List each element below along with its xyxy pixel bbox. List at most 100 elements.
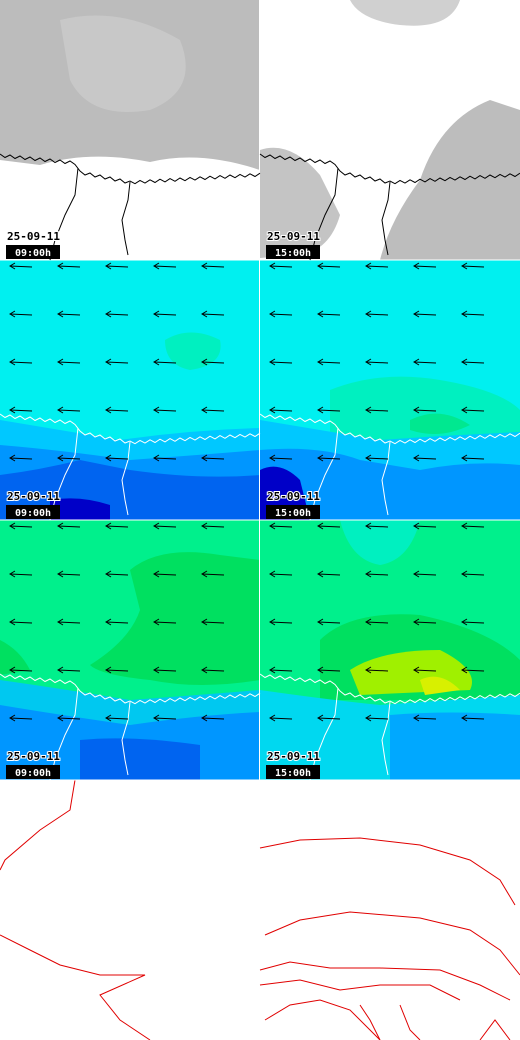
panel-wind-1500 bbox=[260, 260, 520, 520]
wind-arrow-head bbox=[57, 454, 64, 462]
river bbox=[381, 441, 391, 516]
panel-time: 09:00h bbox=[15, 768, 51, 779]
wind-arrow bbox=[317, 457, 341, 460]
wind-zone bbox=[410, 413, 470, 434]
wind-zone bbox=[90, 552, 260, 685]
contour-line bbox=[259, 979, 461, 1001]
wind-arrow bbox=[153, 265, 177, 268]
wind-arrow bbox=[365, 621, 389, 624]
panel-time: 15:00h bbox=[275, 768, 311, 779]
wind-arrow bbox=[105, 313, 129, 316]
wind-arrow bbox=[413, 265, 437, 268]
wind-arrow bbox=[9, 361, 33, 364]
coastline bbox=[0, 673, 261, 705]
wind-zone bbox=[390, 712, 520, 780]
wind-arrow bbox=[9, 409, 33, 412]
wind-arrow-head bbox=[201, 406, 208, 414]
panel-cloud-0900 bbox=[0, 0, 260, 260]
wind-arrow bbox=[269, 573, 293, 576]
wind-arrow bbox=[317, 361, 341, 364]
wind-arrow bbox=[317, 313, 341, 316]
wind-zone bbox=[80, 738, 200, 780]
river bbox=[121, 181, 131, 256]
wind-arrow bbox=[461, 313, 485, 316]
panel-time: 09:00h bbox=[15, 248, 51, 259]
wind-arrow bbox=[105, 361, 129, 364]
wind-zone bbox=[260, 448, 520, 520]
wind-arrow-head bbox=[57, 618, 64, 626]
wind-arrow bbox=[365, 361, 389, 364]
wind-arrow-head bbox=[153, 666, 160, 674]
wind-arrow bbox=[105, 669, 129, 672]
wind-arrow bbox=[57, 669, 81, 672]
wind-arrow bbox=[269, 313, 293, 316]
coastline bbox=[0, 153, 261, 185]
wind-arrow-head bbox=[201, 522, 208, 530]
wind-arrow bbox=[105, 457, 129, 460]
wind-arrow-head bbox=[461, 358, 468, 366]
wind-arrow-head bbox=[57, 714, 64, 722]
wind-arrow-head bbox=[57, 666, 64, 674]
wind-arrow bbox=[317, 409, 341, 412]
wind-arrow bbox=[201, 313, 225, 316]
wind-arrow bbox=[317, 717, 341, 720]
wind-arrow-head bbox=[461, 522, 468, 530]
wind-arrow-head bbox=[57, 570, 64, 578]
wind-arrow-head bbox=[201, 570, 208, 578]
wind-arrow-head bbox=[201, 618, 208, 626]
panel-wind2-0900 bbox=[0, 520, 260, 780]
wind-arrow bbox=[9, 573, 33, 576]
contour-line bbox=[0, 779, 76, 871]
wind-arrow bbox=[105, 265, 129, 268]
wind-arrow-head bbox=[153, 262, 160, 270]
wind-arrow-head bbox=[365, 406, 372, 414]
wind-arrow bbox=[317, 265, 341, 268]
contour-line bbox=[259, 961, 511, 1001]
contour-line bbox=[0, 934, 151, 1040]
wind-arrow bbox=[365, 573, 389, 576]
wind-arrow bbox=[269, 717, 293, 720]
wind-arrow bbox=[269, 621, 293, 624]
wind-arrow-head bbox=[105, 618, 112, 626]
wind-arrow-head bbox=[9, 522, 16, 530]
cloud-area bbox=[380, 100, 520, 260]
wind-arrow-head bbox=[105, 522, 112, 530]
wind-arrow bbox=[57, 717, 81, 720]
wind-arrow bbox=[317, 525, 341, 528]
wind-arrow bbox=[201, 573, 225, 576]
wind-arrow-head bbox=[413, 406, 420, 414]
wind-arrow-head bbox=[9, 358, 16, 366]
wind-arrow bbox=[317, 573, 341, 576]
wind-arrow bbox=[57, 525, 81, 528]
wind-arrow-head bbox=[57, 522, 64, 530]
wind-arrow bbox=[317, 621, 341, 624]
wind-arrow-head bbox=[317, 522, 324, 530]
coastline bbox=[259, 413, 520, 445]
wind-arrow-head bbox=[413, 618, 420, 626]
wind-arrow bbox=[201, 525, 225, 528]
wind-arrow bbox=[9, 525, 33, 528]
wind-arrow-head bbox=[57, 310, 64, 318]
wind-arrow-head bbox=[461, 310, 468, 318]
wind-arrow-head bbox=[105, 454, 112, 462]
wind-arrow-head bbox=[365, 714, 372, 722]
wind-arrow-head bbox=[461, 262, 468, 270]
wind-arrow-head bbox=[105, 666, 112, 674]
wind-arrow bbox=[201, 621, 225, 624]
wind-arrow bbox=[153, 669, 177, 672]
panel-time: 15:00h bbox=[275, 508, 311, 519]
wind-arrow-head bbox=[9, 570, 16, 578]
time-badge bbox=[6, 765, 60, 779]
wind-arrow bbox=[269, 669, 293, 672]
wind-arrow bbox=[153, 621, 177, 624]
wind-arrow bbox=[201, 457, 225, 460]
wind-arrow bbox=[153, 313, 177, 316]
wind-arrow bbox=[57, 457, 81, 460]
wind-arrow-head bbox=[413, 310, 420, 318]
wind-arrow bbox=[461, 361, 485, 364]
wind-arrow-head bbox=[153, 406, 160, 414]
wind-arrow bbox=[153, 525, 177, 528]
wind-arrow bbox=[153, 573, 177, 576]
wind-arrow-head bbox=[269, 618, 276, 626]
wind-arrow bbox=[9, 717, 33, 720]
